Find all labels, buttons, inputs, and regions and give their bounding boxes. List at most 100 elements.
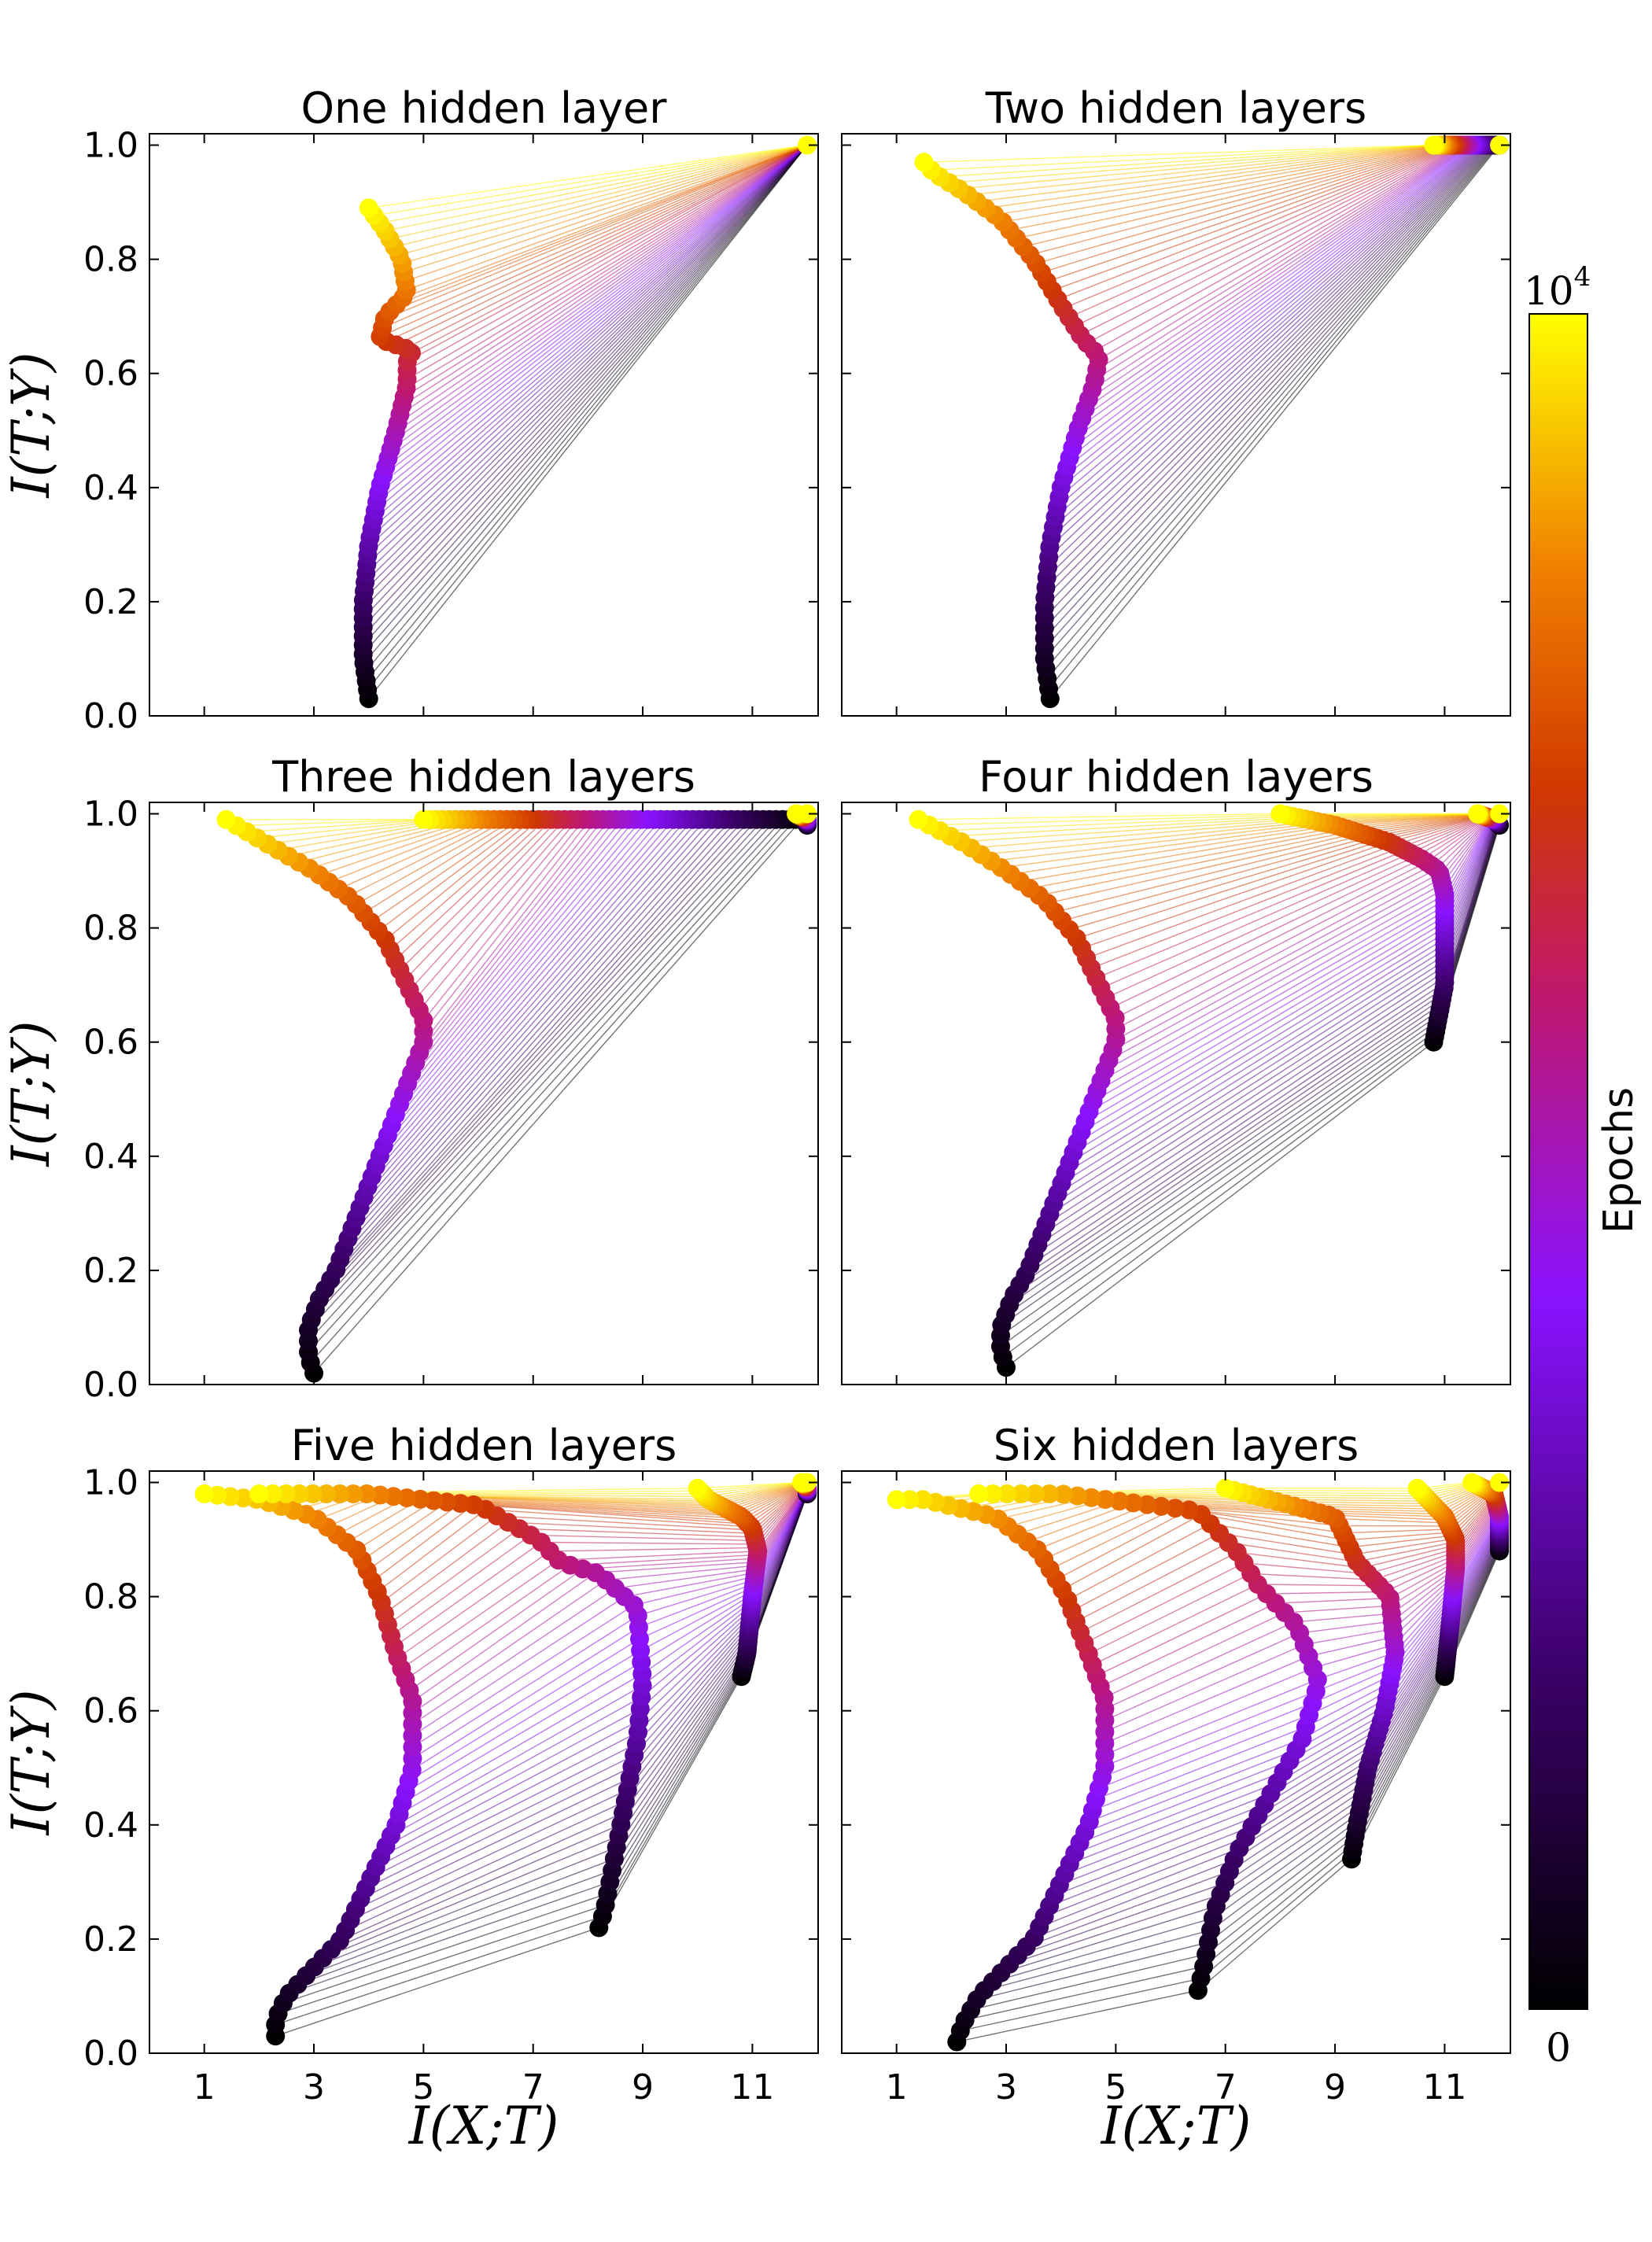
layer-2-trajectory [969,1484,1327,2000]
epoch-point [1462,1473,1482,1492]
layer-1-trajectory [353,198,421,709]
panel-3: 0.0 0.2 0.4 0.6 0.8 1.0 Three hidden layers [83,752,819,1405]
epoch-line [363,145,808,628]
x-tick-label: 1 [886,2067,908,2107]
y-tick-label: 1.0 [83,126,138,166]
epoch-line [397,144,808,424]
epoch-point [1468,804,1488,824]
x-tick-label: 9 [632,2067,654,2107]
epoch-point [330,1484,349,1503]
output-point [1490,135,1510,155]
epoch-point [1053,1484,1073,1504]
output-point [798,1473,817,1492]
y-tick-label: 1.0 [83,795,138,835]
epoch-line [405,144,808,349]
epoch-line [380,144,808,485]
x-tick-label: 5 [1104,2067,1127,2107]
y-tick-label: 0.6 [83,354,138,394]
epoch-line [380,144,808,337]
x-tick-label: 9 [1324,2067,1346,2107]
epoch-line [389,144,808,240]
output-point [1490,1473,1510,1492]
output-point [798,804,817,824]
epoch-point [1165,1499,1185,1518]
panel-title: Five hidden layers [291,1421,677,1470]
panel-title: Three hidden layers [271,752,695,802]
epoch-line [403,144,808,299]
epoch-line [404,144,808,398]
epoch-line [363,145,808,610]
epoch-point [276,1484,296,1503]
y-tick-label: 0.6 [83,1023,138,1063]
x-tick-label: 11 [730,2067,774,2107]
panel-title: Two hidden layers [985,83,1366,133]
epoch-point [909,809,928,829]
epoch-point [913,1490,933,1510]
colorbar-max-label: 104 [1524,261,1591,314]
x-tick-label: 3 [995,2067,1017,2107]
epoch-line [411,144,808,354]
epoch-point [914,153,934,172]
axes-frame [841,1470,1511,2054]
layer-2-trajectory [1270,804,1455,1052]
epoch-line [369,144,808,538]
epoch-line [371,144,808,529]
plot-area [149,802,818,1385]
layer-1-trajectory [909,809,1126,1377]
epoch-line [407,144,808,362]
epoch-line [402,144,808,264]
layer-2-trajectory [249,1484,652,1938]
epoch-point [303,1484,323,1503]
epoch-line [394,144,808,248]
epoch-line [373,144,808,521]
y-tick-label: 0.2 [83,1919,138,1960]
epoch-point [357,1484,377,1503]
epoch-line [363,145,808,646]
layer-5-trajectory [1462,1473,1510,1561]
layer-1-trajectory [194,1484,422,2046]
epoch-line [382,144,808,477]
y-tick-label: 0.8 [83,1577,138,1617]
epoch-point [887,1490,906,1510]
epoch-line [367,144,808,556]
y-tick-label: 0.8 [83,909,138,949]
plot-area [842,802,1510,1385]
epoch-line [387,144,808,459]
panel-2: Two hidden layers [841,83,1511,717]
colorbar-min-label: 0 [1546,2025,1571,2071]
epoch-line [365,144,808,574]
epoch-point [1096,1490,1115,1510]
epoch-line [368,145,808,699]
epoch-point [249,1484,269,1503]
epoch-line [393,144,808,441]
output-point [798,135,817,155]
output-point [1490,804,1510,824]
epoch-point [414,809,433,829]
axis-labels: I(X;T) I(X;T) I(T;Y) I(T;Y) I(T;Y) [1,352,1251,2156]
epoch-line [390,144,808,450]
epoch-line [385,144,808,468]
layer-2-trajectory [414,809,812,829]
x-axis-label: I(X;T) [408,2096,559,2156]
x-tick-label: 7 [1215,2067,1237,2107]
layer-1-trajectory [914,153,1108,709]
epoch-line [376,144,808,503]
epoch-point [1138,1495,1157,1514]
y-tick-label: 0.6 [83,1691,138,1731]
epoch-line [368,144,808,548]
y-tick-label: 0.4 [83,468,138,508]
epoch-point [359,198,378,218]
x-tick-label: 5 [412,2067,434,2107]
epoch-point [983,1484,1003,1503]
axes-frame [149,802,819,1385]
epoch-point [1424,135,1444,155]
epoch-line [400,144,808,415]
epoch-point [1039,1484,1059,1503]
y-tick-label: 0.4 [83,1137,138,1177]
panel-title: Six hidden layers [994,1421,1359,1470]
axes-frame [841,133,1511,717]
epoch-point [316,1484,336,1503]
panel-title: Four hidden layers [979,752,1374,802]
epoch-line [406,144,808,291]
